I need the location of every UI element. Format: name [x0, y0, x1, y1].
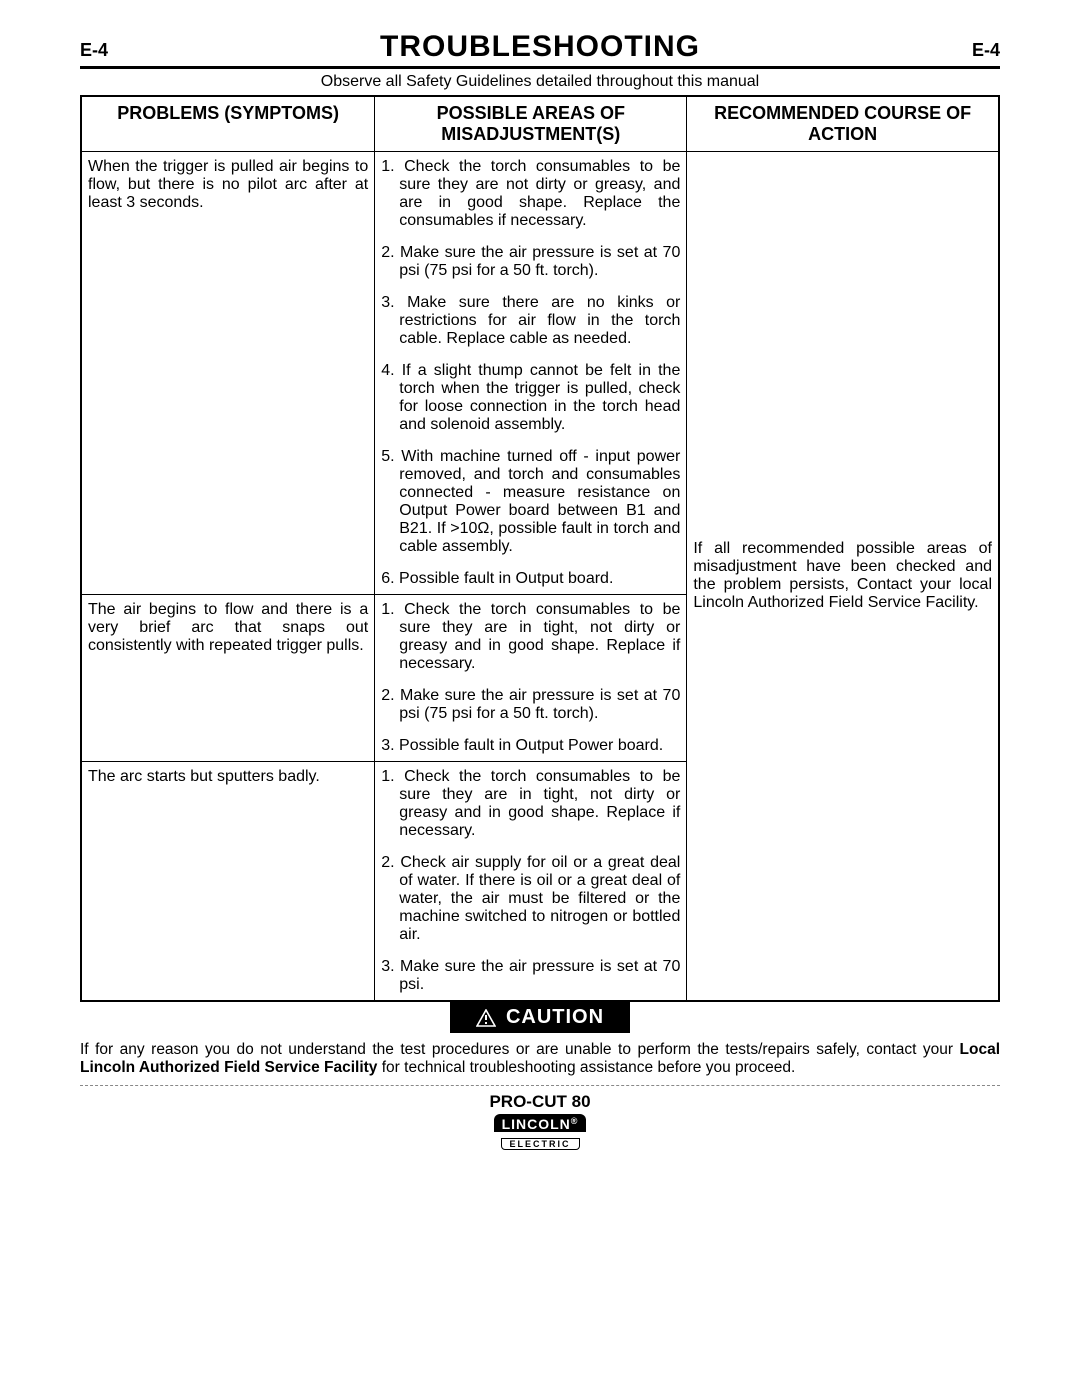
- safety-guideline-text: Observe all Safety Guidelines detailed t…: [80, 69, 1000, 95]
- caution-banner: CAUTION: [80, 1002, 1000, 1033]
- column-header-recommended: RECOMMENDED COURSE OF ACTION: [687, 96, 999, 152]
- areas-cell: 1. Check the torch consumables to be sur…: [375, 595, 687, 762]
- column-header-problems: PROBLEMS (SYMPTOMS): [81, 96, 375, 152]
- page-number-right: E-4: [940, 40, 1000, 61]
- problem-cell: The arc starts but sputters badly.: [81, 762, 375, 1002]
- area-item: 1. Check the torch consumables to be sur…: [381, 768, 680, 840]
- brand-logo: LINCOLN® ELECTRIC: [80, 1114, 1000, 1152]
- page-number-left: E-4: [80, 40, 140, 61]
- footer-text: If for any reason you do not understand …: [80, 1041, 1000, 1086]
- areas-cell: 1. Check the torch consumables to be sur…: [375, 152, 687, 595]
- problem-cell: When the trigger is pulled air begins to…: [81, 152, 375, 595]
- warning-triangle-icon: [476, 1009, 496, 1027]
- caution-label: CAUTION: [506, 1006, 604, 1029]
- logo-main-text: LINCOLN: [502, 1116, 571, 1132]
- area-item: 4. If a slight thump cannot be felt in t…: [381, 362, 680, 434]
- area-item: 1. Check the torch consumables to be sur…: [381, 158, 680, 230]
- model-name: PRO-CUT 80: [80, 1092, 1000, 1112]
- area-item: 2. Make sure the air pressure is set at …: [381, 244, 680, 280]
- logo-sub-text: ELECTRIC: [501, 1138, 580, 1150]
- area-item: 3. Make sure there are no kinks or restr…: [381, 294, 680, 348]
- area-item: 5. With machine turned off - input power…: [381, 448, 680, 556]
- area-item: 2. Make sure the air pressure is set at …: [381, 687, 680, 723]
- problem-cell: The air begins to flow and there is a ve…: [81, 595, 375, 762]
- area-item: 2. Check air supply for oil or a great d…: [381, 854, 680, 944]
- page-header: E-4 TROUBLESHOOTING E-4: [80, 30, 1000, 69]
- area-item: 1. Check the torch consumables to be sur…: [381, 601, 680, 673]
- area-item: 3. Make sure the air pressure is set at …: [381, 958, 680, 994]
- area-item: 6. Possible fault in Output board.: [381, 570, 680, 588]
- troubleshooting-table: PROBLEMS (SYMPTOMS) POSSIBLE AREAS OF MI…: [80, 95, 1000, 1002]
- recommended-cell: If all recommended possible areas of mis…: [687, 152, 999, 1002]
- column-header-areas: POSSIBLE AREAS OF MISADJUSTMENT(S): [375, 96, 687, 152]
- footer-text-part1: If for any reason you do not understand …: [80, 1041, 960, 1058]
- table-row: When the trigger is pulled air begins to…: [81, 152, 999, 595]
- footer-text-part2: for technical troubleshooting assistance…: [377, 1059, 795, 1076]
- area-item: 3. Possible fault in Output Power board.: [381, 737, 680, 755]
- page-title: TROUBLESHOOTING: [140, 30, 940, 64]
- areas-cell: 1. Check the torch consumables to be sur…: [375, 762, 687, 1002]
